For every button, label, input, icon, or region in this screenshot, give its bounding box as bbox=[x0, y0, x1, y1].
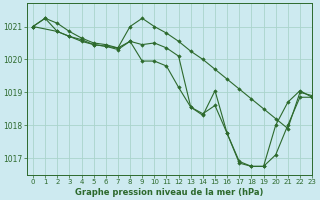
X-axis label: Graphe pression niveau de la mer (hPa): Graphe pression niveau de la mer (hPa) bbox=[75, 188, 264, 197]
